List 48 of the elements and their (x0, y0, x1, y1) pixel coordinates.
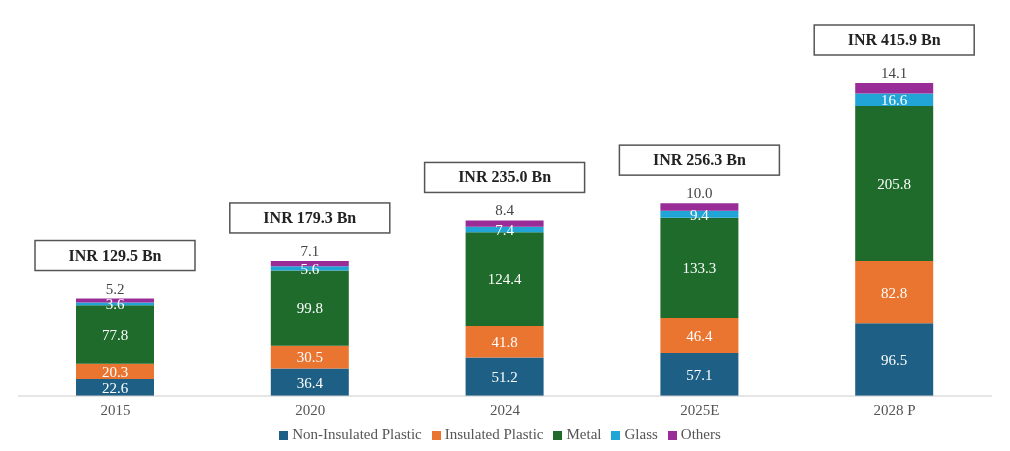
data-label: 99.8 (296, 300, 323, 317)
bar (270, 345, 349, 369)
data-label: 7.1 (300, 242, 320, 259)
bar (855, 261, 934, 324)
legend-label: Insulated Plastic (444, 426, 544, 442)
data-label: 30.5 (296, 349, 323, 366)
data-label: 3.6 (105, 296, 125, 313)
data-label: 10.0 (686, 185, 713, 202)
total-label: INR 256.3 Bn (652, 151, 746, 169)
legend-label: Glass (624, 426, 658, 442)
total-label: INR 179.3 Bn (263, 208, 357, 226)
data-label: 5.2 (105, 280, 125, 297)
data-label: 22.6 (101, 379, 129, 396)
data-label: 96.5 (881, 352, 908, 368)
bar (855, 106, 934, 262)
data-label: 41.8 (491, 334, 518, 351)
data-label: 124.4 (487, 271, 522, 288)
data-label: 51.2 (491, 369, 518, 386)
x-tick-label: 2025E (680, 401, 720, 418)
bar (465, 357, 544, 396)
data-label: 8.4 (495, 202, 515, 219)
data-label: 57.1 (686, 366, 713, 383)
bar (465, 220, 544, 227)
total-label: INR 235.0 Bn (458, 168, 552, 186)
bar (660, 353, 739, 396)
data-label: 82.8 (881, 284, 908, 301)
data-label: 133.3 (682, 260, 717, 277)
bar (855, 323, 934, 396)
data-label: 77.8 (101, 326, 129, 343)
x-tick-label: 2024 (490, 401, 521, 418)
total-label: INR 129.5 Bn (68, 246, 162, 264)
data-label: 36.4 (296, 374, 324, 391)
legend-label: Metal (566, 426, 602, 442)
data-label: 205.8 (877, 175, 912, 192)
data-label: 46.4 (686, 327, 714, 344)
bar (660, 203, 739, 211)
legend-label: Others (680, 426, 721, 442)
data-label: 14.1 (881, 65, 908, 81)
bar (855, 83, 934, 94)
x-tick-label: 2020 (295, 401, 326, 418)
x-tick-label: 2028 P (873, 401, 916, 418)
data-label: 16.6 (881, 92, 908, 109)
x-tick-label: 2015 (100, 401, 131, 418)
bar (465, 325, 544, 358)
legend-label: Non-Insulated Plastic (292, 426, 422, 442)
data-label: 20.3 (101, 363, 129, 380)
total-label: INR 415.9 Bn (847, 31, 941, 48)
bar (660, 318, 739, 354)
